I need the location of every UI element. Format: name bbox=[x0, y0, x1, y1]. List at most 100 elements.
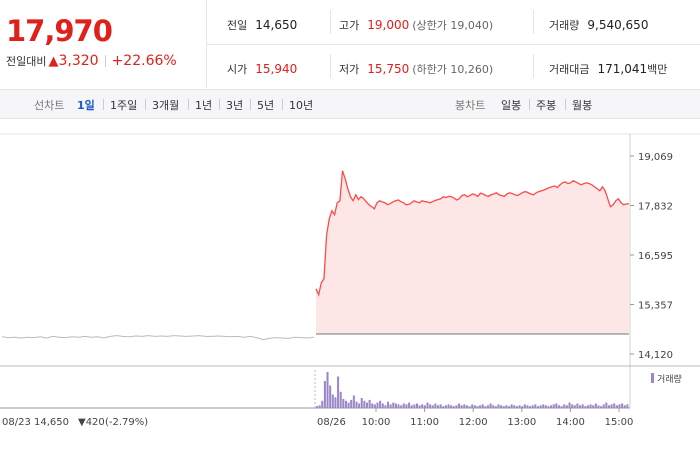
volume-bar bbox=[529, 406, 532, 408]
prev-day-line bbox=[1, 335, 315, 341]
tab-1week[interactable]: 1주일 bbox=[110, 99, 138, 112]
volume-bar bbox=[568, 402, 571, 408]
tab-weekly[interactable]: 주봉 bbox=[536, 99, 557, 112]
open-value: 15,940 bbox=[255, 62, 298, 76]
volume-bar bbox=[373, 404, 376, 408]
tab-daily[interactable]: 일봉 bbox=[501, 99, 522, 112]
volume-bar bbox=[410, 405, 413, 408]
volume-bar bbox=[615, 405, 618, 408]
volume-legend-label: 거래량 bbox=[657, 373, 682, 385]
volume-bar bbox=[344, 400, 347, 408]
x-tick-label: 14:00 bbox=[556, 417, 585, 428]
divider bbox=[330, 54, 331, 78]
volume-bar bbox=[555, 403, 558, 408]
y-tick-label: 14,120 bbox=[638, 350, 673, 361]
tab-3month[interactable]: 3개월 bbox=[152, 99, 180, 112]
volume-bar bbox=[460, 405, 463, 408]
volume-bar bbox=[550, 405, 553, 408]
volume-bar bbox=[515, 406, 518, 408]
volume-bar bbox=[484, 406, 487, 408]
volume-bar bbox=[526, 405, 529, 408]
tab-3year[interactable]: 3년 bbox=[226, 99, 244, 112]
amount-label: 거래대금 bbox=[549, 63, 590, 76]
volume-bar bbox=[534, 404, 537, 408]
volume-bar bbox=[426, 402, 429, 408]
price-line bbox=[315, 170, 630, 297]
volume-bar bbox=[539, 405, 542, 408]
amount-value: 171,041 bbox=[597, 62, 648, 76]
volume-bar bbox=[518, 405, 521, 408]
prev-close-label: 14,650 bbox=[34, 417, 69, 428]
tab-5year[interactable]: 5년 bbox=[257, 99, 275, 112]
volume-bar bbox=[597, 405, 600, 408]
volume-bar bbox=[465, 405, 468, 408]
volume-bar bbox=[318, 405, 321, 408]
volume-bar bbox=[542, 404, 545, 408]
tab-1day[interactable]: 1일 bbox=[77, 99, 95, 112]
trade-amount: 거래대금 171,041백만 bbox=[549, 61, 667, 77]
volume-bar bbox=[602, 404, 605, 408]
volume-bar bbox=[387, 401, 390, 408]
x-tick-label: 11:00 bbox=[410, 417, 439, 428]
x-tick-label: 15:00 bbox=[605, 417, 634, 428]
volume-bar bbox=[455, 405, 458, 408]
divider bbox=[145, 99, 146, 110]
tab-monthly[interactable]: 월봉 bbox=[572, 99, 593, 112]
today-date-label: 08/26 bbox=[317, 417, 346, 428]
quote-panel: 17,970 전일대비 ▲3,320 +22.66% 전일 14,650 고가 19,0… bbox=[0, 0, 700, 88]
divider bbox=[206, 0, 207, 88]
volume-bar bbox=[421, 404, 424, 408]
volume-bar bbox=[563, 404, 566, 408]
volume-bar bbox=[573, 405, 576, 408]
tab-1year[interactable]: 1년 bbox=[195, 99, 213, 112]
volume-bar bbox=[431, 405, 434, 408]
divider bbox=[219, 99, 220, 110]
lower-limit: (하한가 10,260) bbox=[412, 63, 494, 76]
price-change: 전일대비 ▲3,320 +22.66% bbox=[6, 53, 177, 69]
volume-bar bbox=[321, 400, 324, 408]
open-price: 시가 15,940 bbox=[227, 61, 297, 77]
volume-bar bbox=[586, 405, 589, 408]
volume-bar bbox=[415, 403, 418, 408]
volume-bar bbox=[497, 404, 500, 408]
volume-bar bbox=[379, 400, 382, 408]
prev-close-label: 전일 bbox=[227, 19, 248, 32]
volume-bar bbox=[368, 399, 371, 408]
line-chart-label: 선차트 bbox=[34, 99, 65, 112]
volume-bar bbox=[621, 403, 624, 408]
volume-bar bbox=[576, 403, 579, 408]
volume-bar bbox=[444, 405, 447, 408]
volume-bar bbox=[376, 402, 379, 408]
volume-bar bbox=[584, 406, 587, 408]
volume-bar bbox=[523, 404, 526, 408]
volume-bar bbox=[316, 406, 319, 408]
volume-bar bbox=[502, 406, 505, 408]
price-box: 17,970 전일대비 ▲3,320 +22.66% bbox=[0, 0, 206, 88]
volume-bar bbox=[565, 405, 568, 408]
volume-bar bbox=[397, 404, 400, 408]
volume-bar bbox=[347, 402, 350, 408]
volume-bar bbox=[326, 372, 329, 408]
y-tick-label: 15,357 bbox=[638, 301, 673, 312]
volume-bar bbox=[613, 403, 616, 408]
divider bbox=[207, 44, 700, 45]
current-price: 17,970 bbox=[6, 14, 113, 48]
volume-bar bbox=[589, 404, 592, 408]
volume-bar bbox=[468, 406, 471, 408]
amount-unit: 백만 bbox=[647, 63, 668, 76]
volume-bar bbox=[329, 385, 332, 408]
volume-label: 거래량 bbox=[549, 19, 580, 32]
volume-bar bbox=[610, 404, 613, 408]
volume-bar bbox=[408, 402, 411, 408]
chart-tab-bar: 선차트 1일 1주일 3개월 1년 3년 5년 10년 봉차트 일봉 주봉 월봉 bbox=[0, 89, 700, 119]
volume-bar bbox=[592, 405, 595, 408]
divider bbox=[250, 99, 251, 110]
volume-bar bbox=[513, 405, 516, 408]
volume-bar bbox=[429, 404, 432, 408]
tab-10year[interactable]: 10년 bbox=[289, 99, 314, 112]
y-tick-label: 19,069 bbox=[638, 152, 673, 163]
volume-bar bbox=[605, 402, 608, 408]
volume-bar bbox=[471, 404, 474, 408]
low-label: 저가 bbox=[339, 63, 360, 76]
